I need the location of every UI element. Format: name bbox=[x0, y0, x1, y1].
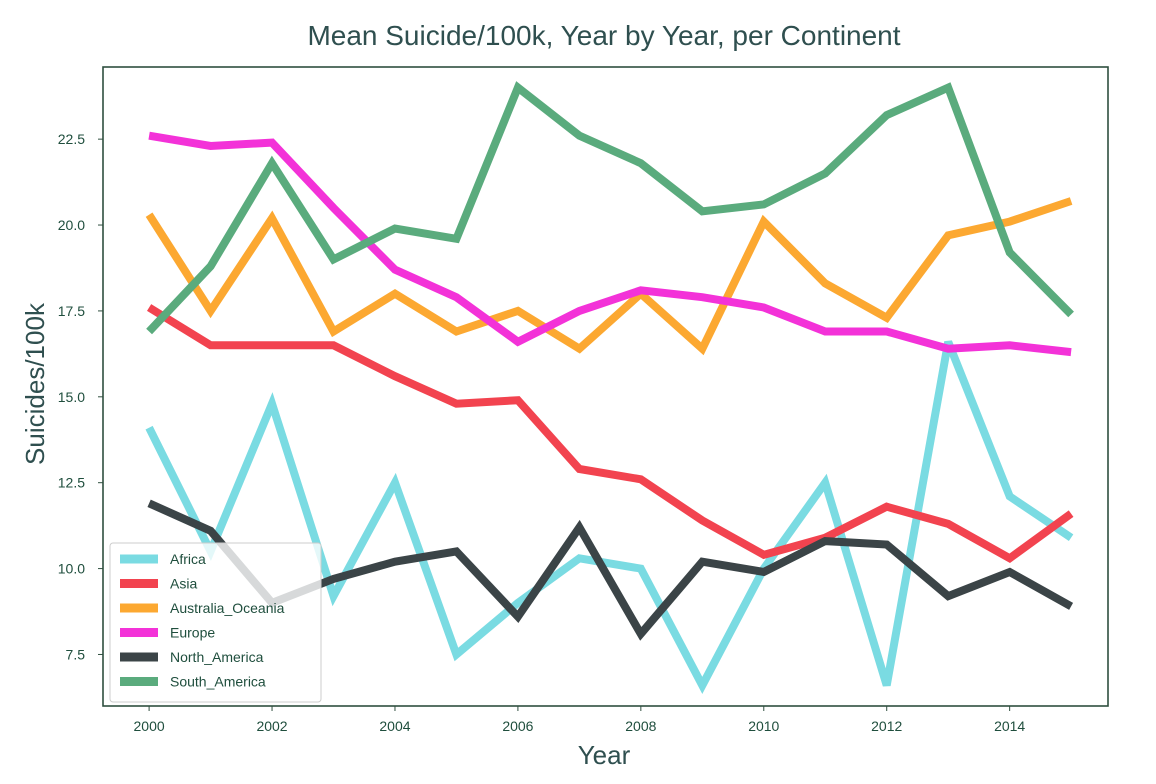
y-tick-label: 7.5 bbox=[66, 646, 86, 662]
x-tick-label: 2010 bbox=[748, 718, 779, 734]
y-tick-label: 17.5 bbox=[58, 303, 85, 319]
x-tick-label: 2002 bbox=[256, 718, 287, 734]
x-axis-label: Year bbox=[578, 740, 631, 770]
legend-label: Australia_Oceania bbox=[170, 600, 285, 616]
x-tick-label: 2000 bbox=[134, 718, 165, 734]
plot-lines bbox=[145, 81, 1074, 694]
series-line-europe bbox=[148, 131, 1072, 357]
x-tick-label: 2006 bbox=[502, 718, 533, 734]
series-line-south-america bbox=[146, 81, 1074, 335]
legend-label: Europe bbox=[170, 625, 215, 641]
y-tick-label: 12.5 bbox=[58, 475, 85, 491]
legend-label: Africa bbox=[170, 551, 206, 567]
chart-title: Mean Suicide/100k, Year by Year, per Con… bbox=[307, 20, 900, 51]
y-tick-label: 22.5 bbox=[58, 131, 85, 147]
x-axis-ticks: 2000 2002 2004 2006 2008 2010 2012 2014 bbox=[134, 706, 1025, 734]
x-tick-label: 2012 bbox=[871, 718, 902, 734]
legend-box bbox=[109, 542, 322, 703]
legend-label: North_America bbox=[170, 649, 264, 665]
plot-frame bbox=[102, 66, 1109, 707]
legend: Africa Asia Australia_Oceania Europe North_A… bbox=[109, 542, 322, 703]
series-line-asia bbox=[147, 304, 1074, 564]
y-axis-ticks: 7.5 10.0 12.5 15.0 17.5 20.0 22.5 bbox=[58, 131, 103, 662]
y-tick-label: 10.0 bbox=[58, 561, 85, 577]
x-tick-label: 2008 bbox=[625, 718, 656, 734]
y-tick-label: 20.0 bbox=[58, 217, 85, 233]
x-tick-label: 2014 bbox=[994, 718, 1025, 734]
x-tick-label: 2004 bbox=[379, 718, 410, 734]
legend-label: South_America bbox=[170, 674, 266, 690]
y-axis-label: Suicides/100k bbox=[20, 302, 50, 465]
series-line-australia-oceania bbox=[145, 197, 1073, 356]
legend-label: Asia bbox=[170, 576, 197, 592]
y-tick-label: 15.0 bbox=[58, 389, 85, 405]
